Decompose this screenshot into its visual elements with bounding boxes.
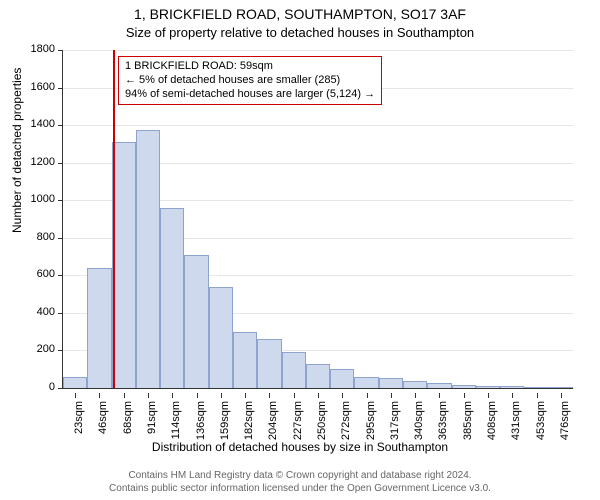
annotation-line-3: 94% of semi-detached houses are larger (… [125,88,375,102]
annotation-box: 1 BRICKFIELD ROAD: 59sqm← 5% of detached… [118,56,382,105]
gridline [63,125,573,126]
y-tick-label: 1400 [31,118,55,130]
x-tick-label: 159sqm [219,401,231,440]
x-tick-label: 114sqm [170,401,182,439]
histogram-bar [136,130,160,388]
chart-subtitle: Size of property relative to detached ho… [0,25,600,40]
y-axis-label: Number of detached properties [10,68,24,233]
x-tick-label: 91sqm [146,401,158,434]
y-tick-label: 200 [37,343,55,355]
x-tick-label: 272sqm [340,401,352,440]
x-axis-label: Distribution of detached houses by size … [0,440,600,454]
x-tick-label: 317sqm [389,401,401,440]
y-tick-label: 1600 [31,81,55,93]
plot-area: 02004006008001000120014001600180023sqm46… [62,50,573,389]
footer-line-1: Contains HM Land Registry data © Crown c… [0,470,600,482]
histogram-bar [160,208,184,388]
y-tick-label: 800 [37,231,55,243]
x-tick-label: 227sqm [292,401,304,440]
y-tick-label: 0 [49,381,55,393]
x-tick-label: 182sqm [243,401,255,440]
x-tick-label: 204sqm [267,401,279,440]
x-tick-label: 136sqm [195,401,207,440]
x-tick-label: 385sqm [462,401,474,440]
annotation-line-1: 1 BRICKFIELD ROAD: 59sqm [125,60,375,74]
annotation-line-2: ← 5% of detached houses are smaller (285… [125,74,375,88]
x-tick-label: 408sqm [486,401,498,440]
x-tick-label: 68sqm [122,401,134,434]
y-tick-label: 1800 [31,43,55,55]
x-tick-label: 295sqm [365,401,377,440]
chart-title: 1, BRICKFIELD ROAD, SOUTHAMPTON, SO17 3A… [0,6,600,22]
y-tick-label: 1000 [31,193,55,205]
y-tick-label: 600 [37,268,55,280]
gridline [63,50,573,51]
x-tick-label: 363sqm [437,401,449,440]
x-tick-label: 453sqm [535,401,547,440]
property-marker-line [113,50,115,388]
x-tick-label: 46sqm [97,401,109,434]
x-tick-label: 340sqm [413,401,425,440]
histogram-bar [112,142,136,388]
y-tick-label: 400 [37,306,55,318]
footer-line-2: Contains public sector information licen… [0,483,600,495]
x-tick-label: 476sqm [559,401,571,440]
x-tick-label: 23sqm [73,401,85,434]
x-tick-label: 250sqm [316,401,328,440]
chart-container: { "title": "1, BRICKFIELD ROAD, SOUTHAMP… [0,0,600,500]
x-tick-label: 431sqm [510,401,522,440]
y-tick-label: 1200 [31,156,55,168]
